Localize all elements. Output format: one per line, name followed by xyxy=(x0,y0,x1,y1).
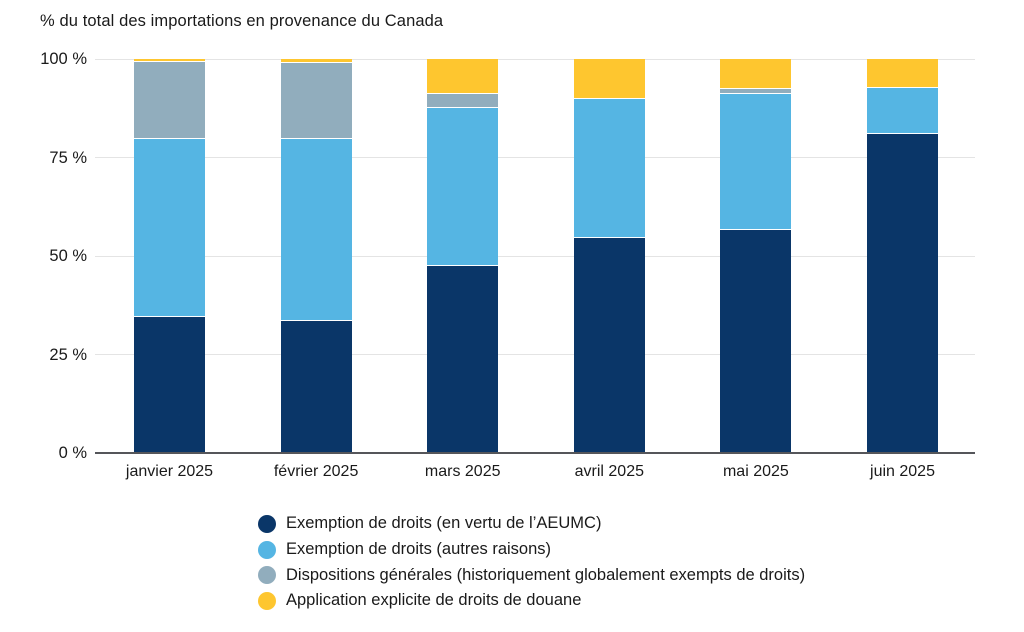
bar-février-2025 xyxy=(280,59,352,453)
x-axis-line xyxy=(95,452,975,454)
legend-item: Exemption de droits (autres raisons) xyxy=(258,537,805,563)
bar-segment xyxy=(134,59,205,62)
bar-mars-2025 xyxy=(427,59,499,453)
legend-item: Exemption de droits (en vertu de l’AEUMC… xyxy=(258,511,805,537)
legend-label: Application explicite de droits de douan… xyxy=(286,591,582,610)
bar-segment xyxy=(573,59,645,99)
y-axis-tick-label: 50 % xyxy=(49,247,87,265)
bar-segment xyxy=(280,62,352,139)
bar-segment xyxy=(280,139,352,322)
legend-item: Dispositions générales (historiquement g… xyxy=(258,562,805,588)
y-axis-tick-label: 25 % xyxy=(49,345,87,364)
bar-segment xyxy=(427,94,499,108)
bar-segment xyxy=(720,89,792,94)
bar-segment xyxy=(720,229,792,453)
bar-segment xyxy=(280,59,352,63)
gridline xyxy=(95,255,975,257)
bar-segment xyxy=(134,61,205,140)
legend-marker-icon xyxy=(258,566,276,585)
bar-segment xyxy=(573,237,645,453)
x-axis-label: avril 2025 xyxy=(574,463,644,480)
bar-mai-2025 xyxy=(720,59,792,453)
x-axis-label: janvier 2025 xyxy=(125,463,214,480)
bar-juin-2025 xyxy=(867,59,938,453)
bar-segment xyxy=(134,139,205,318)
x-axis-label: mai 2025 xyxy=(722,463,789,480)
bar-segment xyxy=(867,59,938,89)
bar-segment xyxy=(134,317,205,453)
x-axis-label: février 2025 xyxy=(273,463,359,480)
legend-label: Dispositions générales (historiquement g… xyxy=(286,565,806,584)
gridline xyxy=(95,354,975,355)
y-axis-tick-label: 75 % xyxy=(49,148,87,167)
legend-marker-icon xyxy=(258,540,276,559)
y-axis-tick-label: 100 % xyxy=(40,50,87,68)
legend-marker-icon xyxy=(258,514,276,533)
gridline xyxy=(95,58,975,60)
plot-area xyxy=(95,58,975,454)
legend-item: Application explicite de droits de douan… xyxy=(258,588,805,614)
bar-segment xyxy=(720,59,792,90)
legend: Exemption de droits (en vertu de l’AEUMC… xyxy=(258,511,805,614)
bar-segment xyxy=(427,59,499,95)
bar-segment xyxy=(427,266,499,453)
gridline xyxy=(95,157,975,158)
bar-segment xyxy=(573,98,645,238)
x-axis-label: juin 2025 xyxy=(870,463,935,480)
bar-segment xyxy=(280,321,352,453)
y-axis-tick-label: 0 % xyxy=(58,444,87,462)
bar-janvier-2025 xyxy=(134,59,205,453)
legend-marker-icon xyxy=(258,591,276,610)
legend-label: Exemption de droits (en vertu de l’AEUMC… xyxy=(286,514,602,533)
bar-segment xyxy=(427,107,499,267)
bar-segment xyxy=(867,88,938,134)
chart-title: % du total des importations en provenanc… xyxy=(40,12,444,30)
bar-avril-2025 xyxy=(573,59,645,453)
legend-label: Exemption de droits (autres raisons) xyxy=(286,540,552,559)
x-axis-label: mars 2025 xyxy=(424,463,501,480)
bar-segment xyxy=(867,133,938,453)
bar-segment xyxy=(720,93,792,230)
